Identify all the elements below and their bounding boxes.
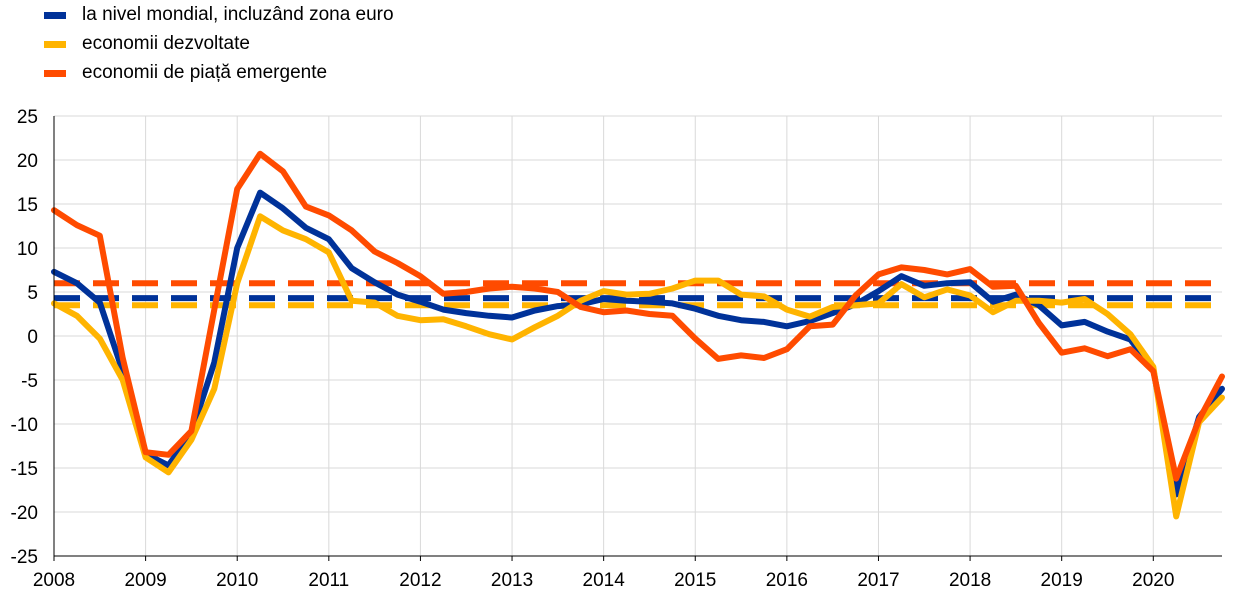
x-tick-label: 2020 — [1132, 570, 1174, 591]
x-tick-label: 2010 — [216, 570, 258, 591]
y-tick-label: -25 — [11, 547, 38, 568]
legend-label-emerging: economii de piață emergente — [82, 62, 328, 83]
y-tick-label: -5 — [21, 371, 38, 392]
y-tick-label: 15 — [17, 195, 38, 216]
x-tick-label: 2017 — [857, 570, 899, 591]
legend-item-world: la nivel mondial, incluzând zona euro — [44, 1, 394, 29]
x-tick-label: 2018 — [949, 570, 991, 591]
legend-item-advanced: economii dezvoltate — [44, 30, 250, 58]
legend-item-emerging: economii de piață emergente — [44, 59, 327, 87]
y-tick-label: -10 — [11, 415, 38, 436]
x-tick-label: 2014 — [583, 570, 626, 591]
x-tick-label: 2012 — [399, 570, 441, 591]
legend-swatch-advanced — [44, 40, 66, 48]
legend-label-advanced: economii dezvoltate — [82, 33, 250, 54]
x-tick-label: 2011 — [308, 570, 349, 591]
series-line-emerging — [51, 150, 1225, 482]
y-tick-label: -15 — [11, 459, 38, 480]
x-tick-label: 2016 — [766, 570, 808, 591]
y-tick-label: 0 — [27, 327, 38, 348]
series-lines — [51, 150, 1225, 520]
legend-swatch-world — [44, 11, 66, 19]
y-tick-label: 20 — [17, 151, 38, 172]
x-tick-label: 2008 — [33, 570, 75, 591]
series-line-advanced — [51, 213, 1225, 520]
x-tick-label: 2009 — [124, 570, 166, 591]
y-tick-label: 10 — [17, 239, 38, 260]
legend-label-world: la nivel mondial, incluzând zona euro — [82, 4, 394, 25]
chart-legend: la nivel mondial, incluzând zona euro ec… — [0, 0, 600, 100]
x-tick-label: 2019 — [1041, 570, 1083, 591]
x-tick-label: 2013 — [491, 570, 533, 591]
y-tick-label: 25 — [17, 107, 38, 128]
y-tick-label: 5 — [27, 283, 38, 304]
y-tick-label: -20 — [11, 503, 38, 524]
legend-swatch-emerging — [44, 69, 66, 77]
x-tick-label: 2015 — [674, 570, 716, 591]
